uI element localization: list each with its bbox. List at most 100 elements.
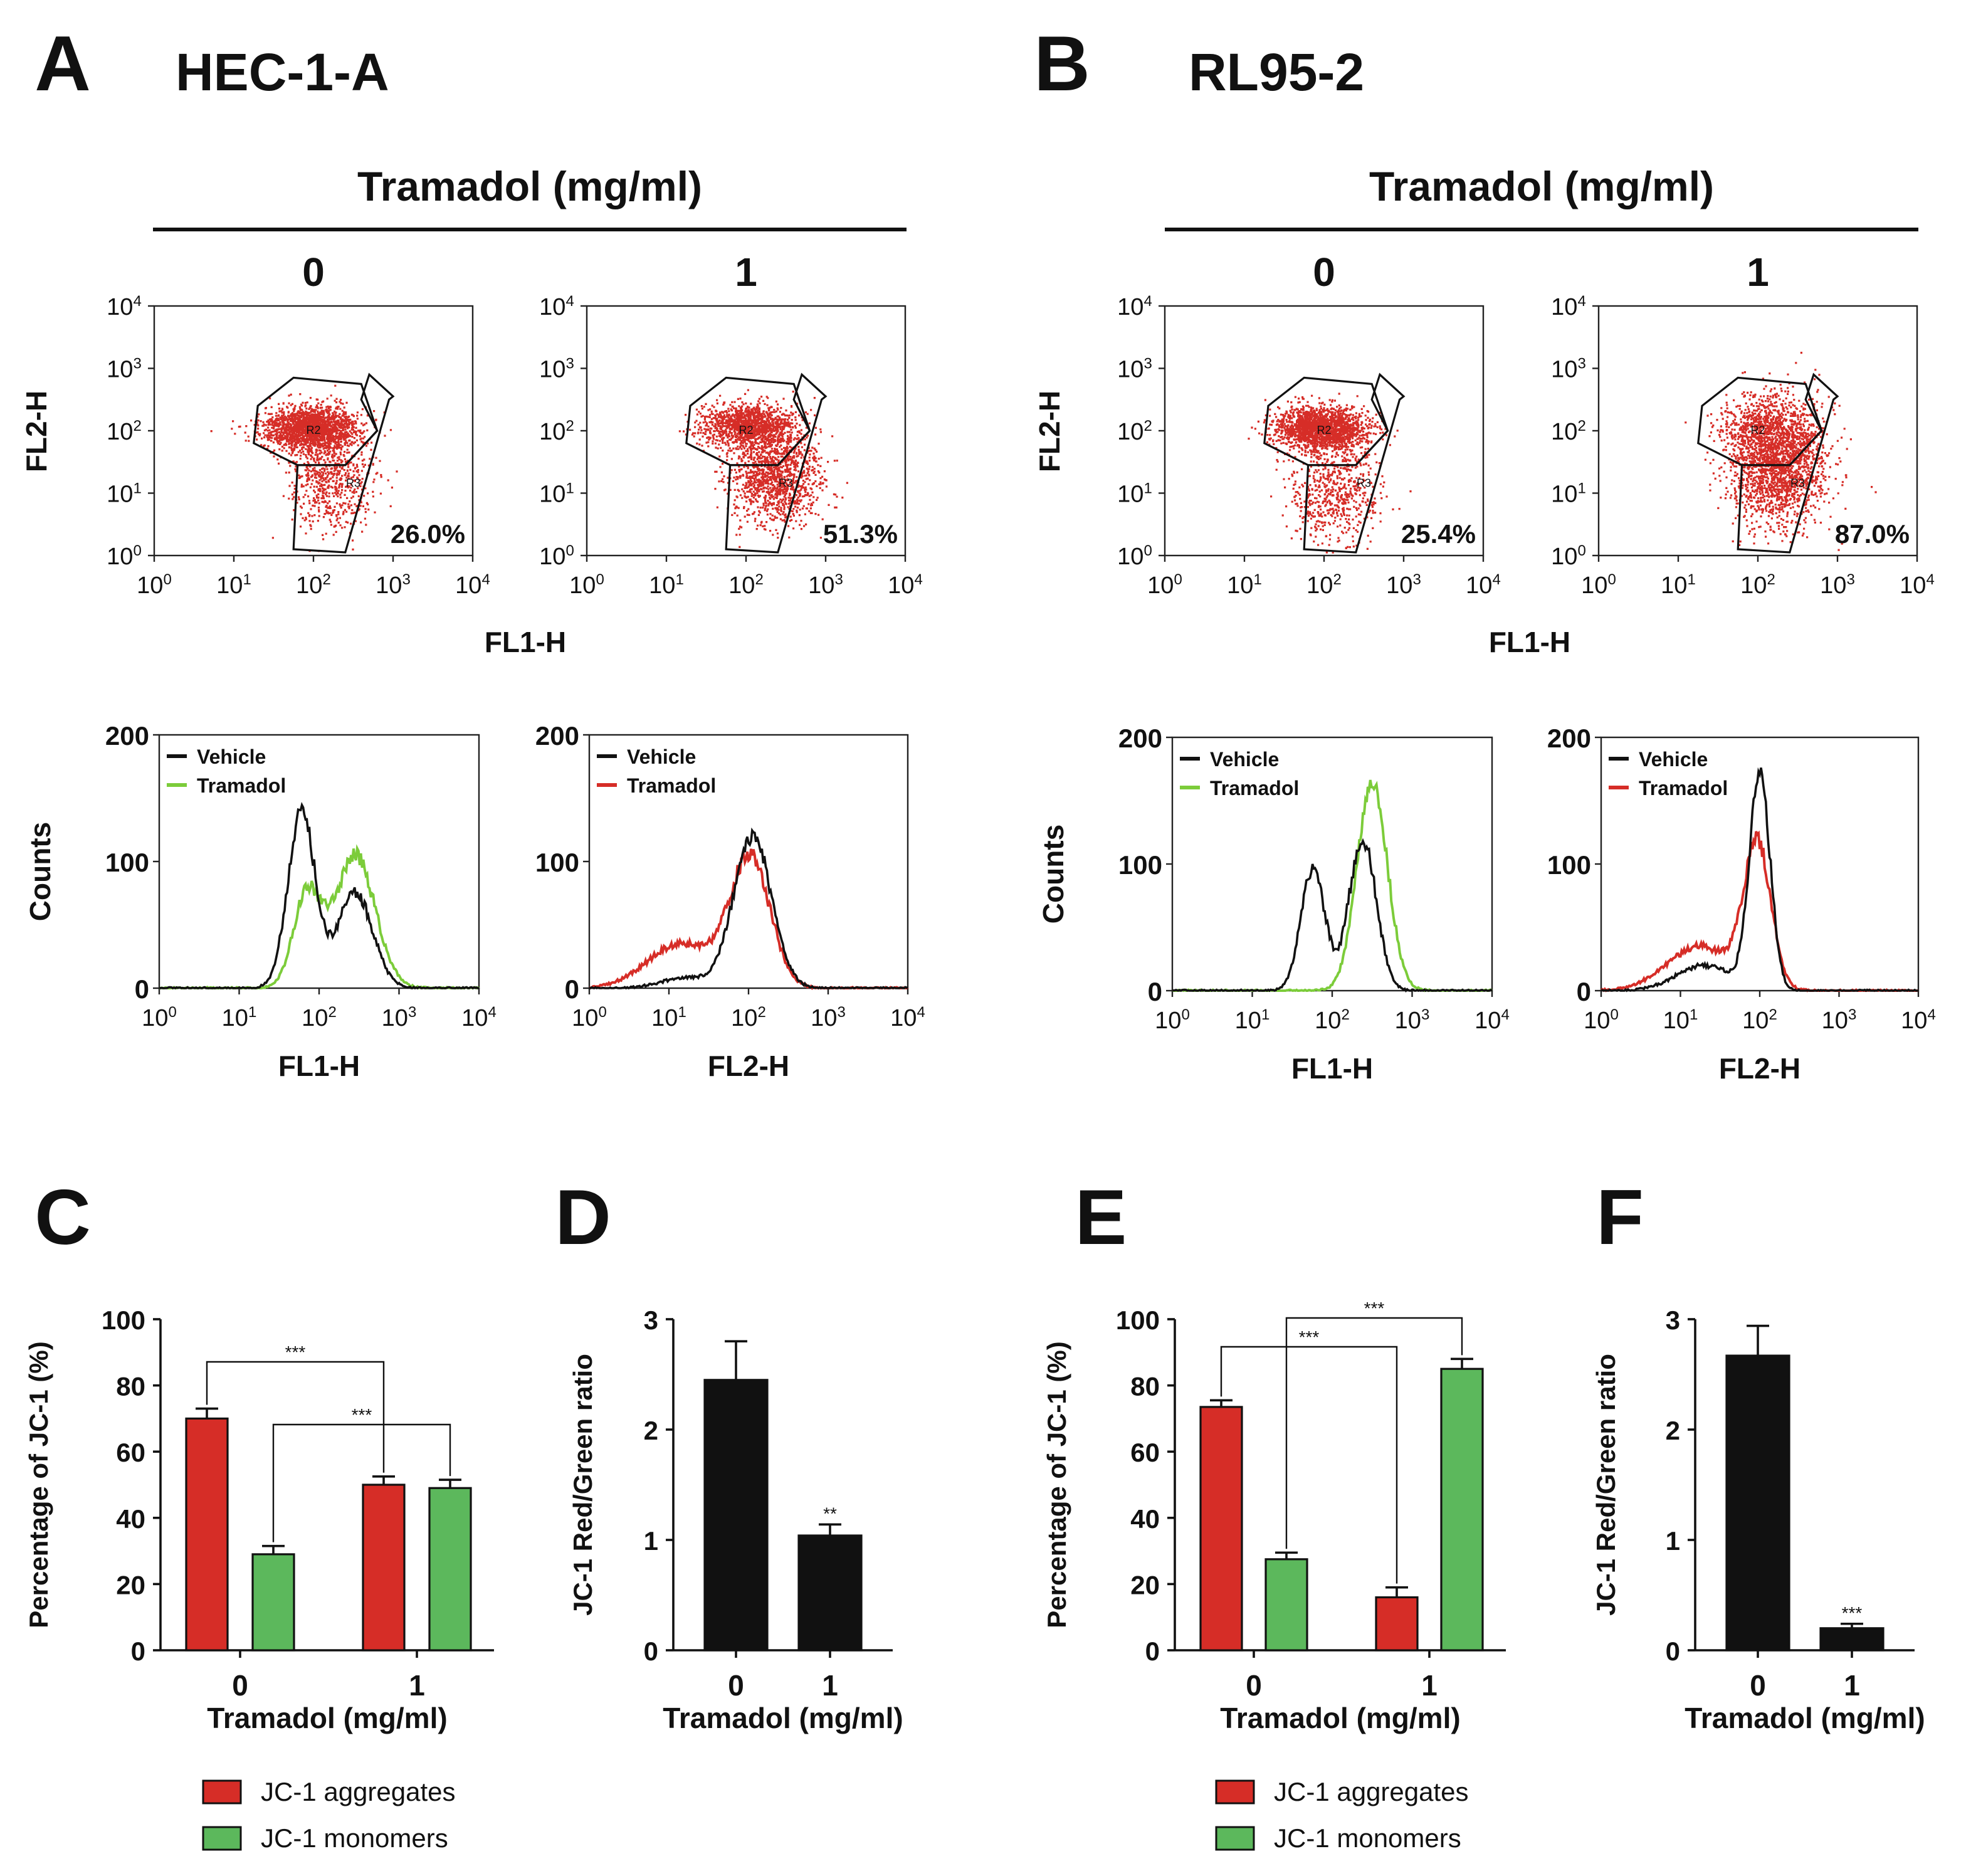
y-tick-label: 0 — [565, 974, 579, 1004]
y-tick-label: 102 — [107, 418, 142, 445]
treatment-title: Tramadol (mg/ml) — [1369, 163, 1714, 209]
scatter-dots — [210, 384, 398, 552]
x-tick-label: 102 — [731, 1004, 766, 1031]
y-tick-label: 1 — [1666, 1526, 1680, 1556]
significance-label: *** — [1842, 1603, 1863, 1623]
hist-curve-vehicle — [1601, 767, 1918, 993]
category-label: 0 — [1750, 1669, 1766, 1702]
x-axis-label: Tramadol (mg/ml) — [1220, 1702, 1460, 1734]
legend-label-vehicle: Vehicle — [1210, 748, 1279, 771]
cell-line-title-B: RL95-2 — [1189, 43, 1364, 102]
x-tick-label: 104 — [1900, 571, 1935, 599]
x-tick-label: 100 — [142, 1004, 177, 1031]
x-tick-label: 104 — [455, 571, 490, 599]
bar-jc-1-aggregates — [362, 1483, 406, 1652]
y-tick-label: 0 — [1145, 1636, 1160, 1666]
y-tick-label: 100 — [1116, 1305, 1160, 1335]
significance-label: ** — [823, 1504, 837, 1523]
x-tick-label: 104 — [1474, 1006, 1510, 1034]
y-tick-label: 103 — [107, 356, 142, 383]
x-tick-label: 101 — [649, 571, 684, 599]
x-tick-label: 103 — [376, 571, 411, 599]
legend-label: JC-1 aggregates — [1274, 1777, 1469, 1806]
y-axis-label: Percentage of JC-1 (%) — [24, 1341, 53, 1628]
dose-label: 1 — [735, 250, 757, 295]
x-tick-label: 104 — [890, 1004, 925, 1031]
x-tick-label: 102 — [1315, 1006, 1350, 1034]
y-tick-label: 100 — [1547, 850, 1591, 880]
y-tick-label: 0 — [644, 1636, 658, 1666]
hist-curve-vehicle — [159, 801, 479, 990]
scatter-dots — [1248, 393, 1412, 554]
y-tick-label: 0 — [1148, 977, 1162, 1006]
y-tick-label: 102 — [1117, 418, 1152, 445]
bar-jc-1-aggregates — [185, 1417, 229, 1652]
y-axis-label: JC-1 Red/Green ratio — [1591, 1354, 1621, 1616]
panel-letter-F: F — [1596, 1174, 1644, 1261]
gate-label-R2: R2 — [1750, 424, 1765, 436]
y-tick-label: 3 — [644, 1305, 658, 1335]
x-tick-label: 102 — [302, 1004, 337, 1031]
legend-swatch — [202, 1779, 242, 1805]
cell-line-title-A: HEC-1-A — [176, 43, 389, 102]
y-tick-label: 3 — [1666, 1305, 1680, 1335]
y-tick-label: 100 — [535, 848, 579, 877]
gate-R3 — [292, 372, 395, 554]
legend-label-tramadol: Tramadol — [197, 774, 286, 797]
hist-curve-vehicle — [589, 827, 908, 990]
legend-swatch — [1215, 1826, 1255, 1851]
scatter-dots — [678, 389, 848, 548]
scatter-xlabel: FL1-H — [485, 626, 566, 658]
x-tick-label: 102 — [1306, 571, 1342, 599]
panel-letter-D: D — [555, 1174, 611, 1261]
legend-label-vehicle: Vehicle — [1639, 748, 1708, 771]
x-tick-label: 103 — [1822, 1006, 1857, 1034]
legend-label-vehicle: Vehicle — [197, 746, 266, 768]
panel-letter-B: B — [1034, 21, 1090, 107]
scatter-percent: 87.0% — [1835, 519, 1910, 549]
hist-curve-vehicle — [1172, 838, 1493, 993]
gate-label-R3: R3 — [1357, 477, 1371, 490]
dose-label: 0 — [1313, 250, 1335, 295]
hist-frame — [158, 734, 480, 989]
x-tick-label: 100 — [569, 571, 604, 599]
legend-label: JC-1 monomers — [1274, 1823, 1461, 1853]
y-tick-label: 100 — [107, 542, 142, 570]
scatter-percent: 25.4% — [1401, 519, 1476, 549]
x-tick-label: 100 — [1584, 1006, 1619, 1034]
panel-letter-C: C — [34, 1174, 91, 1261]
hist-frame — [1171, 736, 1493, 992]
y-tick-label: 102 — [1551, 418, 1586, 445]
hist-curve-tramadol — [589, 848, 909, 990]
y-tick-label: 0 — [1666, 1636, 1680, 1666]
dose-label: 1 — [1747, 250, 1769, 295]
x-tick-label: 100 — [1581, 571, 1616, 599]
category-label: 0 — [232, 1669, 248, 1702]
y-tick-label: 2 — [1666, 1416, 1680, 1445]
x-tick-label: 101 — [651, 1004, 686, 1031]
x-tick-label: 101 — [1227, 571, 1262, 599]
hist-curve-tramadol — [159, 844, 480, 990]
x-tick-label: 100 — [1147, 571, 1182, 599]
significance-bracket — [206, 1361, 385, 1473]
legend-label: JC-1 monomers — [261, 1823, 448, 1853]
scatter-ylabel: FL2-H — [1033, 391, 1066, 472]
bar-jc-1-monomers — [428, 1487, 472, 1652]
x-tick-label: 104 — [1901, 1006, 1936, 1034]
bar-jc-1-monomers — [1440, 1367, 1484, 1652]
gate-label-R2: R2 — [739, 424, 753, 436]
hist-xlabel: FL1-H — [278, 1050, 360, 1082]
hist-ylabel: Counts — [1037, 825, 1070, 924]
y-tick-label: 20 — [116, 1570, 145, 1599]
category-label: 0 — [1246, 1669, 1262, 1702]
x-tick-label: 103 — [1395, 1006, 1430, 1034]
x-tick-label: 100 — [572, 1004, 607, 1031]
y-tick-label: 60 — [116, 1438, 145, 1467]
figure-layer: A HEC-1-A B RL95-2 Tramadol (mg/ml) Tramadol … — [20, 21, 1936, 1853]
x-axis-label: Tramadol (mg/ml) — [663, 1702, 903, 1734]
y-tick-label: 40 — [1130, 1504, 1160, 1534]
category-label: 1 — [1421, 1669, 1438, 1702]
dose-label: 0 — [302, 250, 325, 295]
y-tick-label: 104 — [107, 293, 142, 320]
significance-bracket — [272, 1423, 451, 1542]
